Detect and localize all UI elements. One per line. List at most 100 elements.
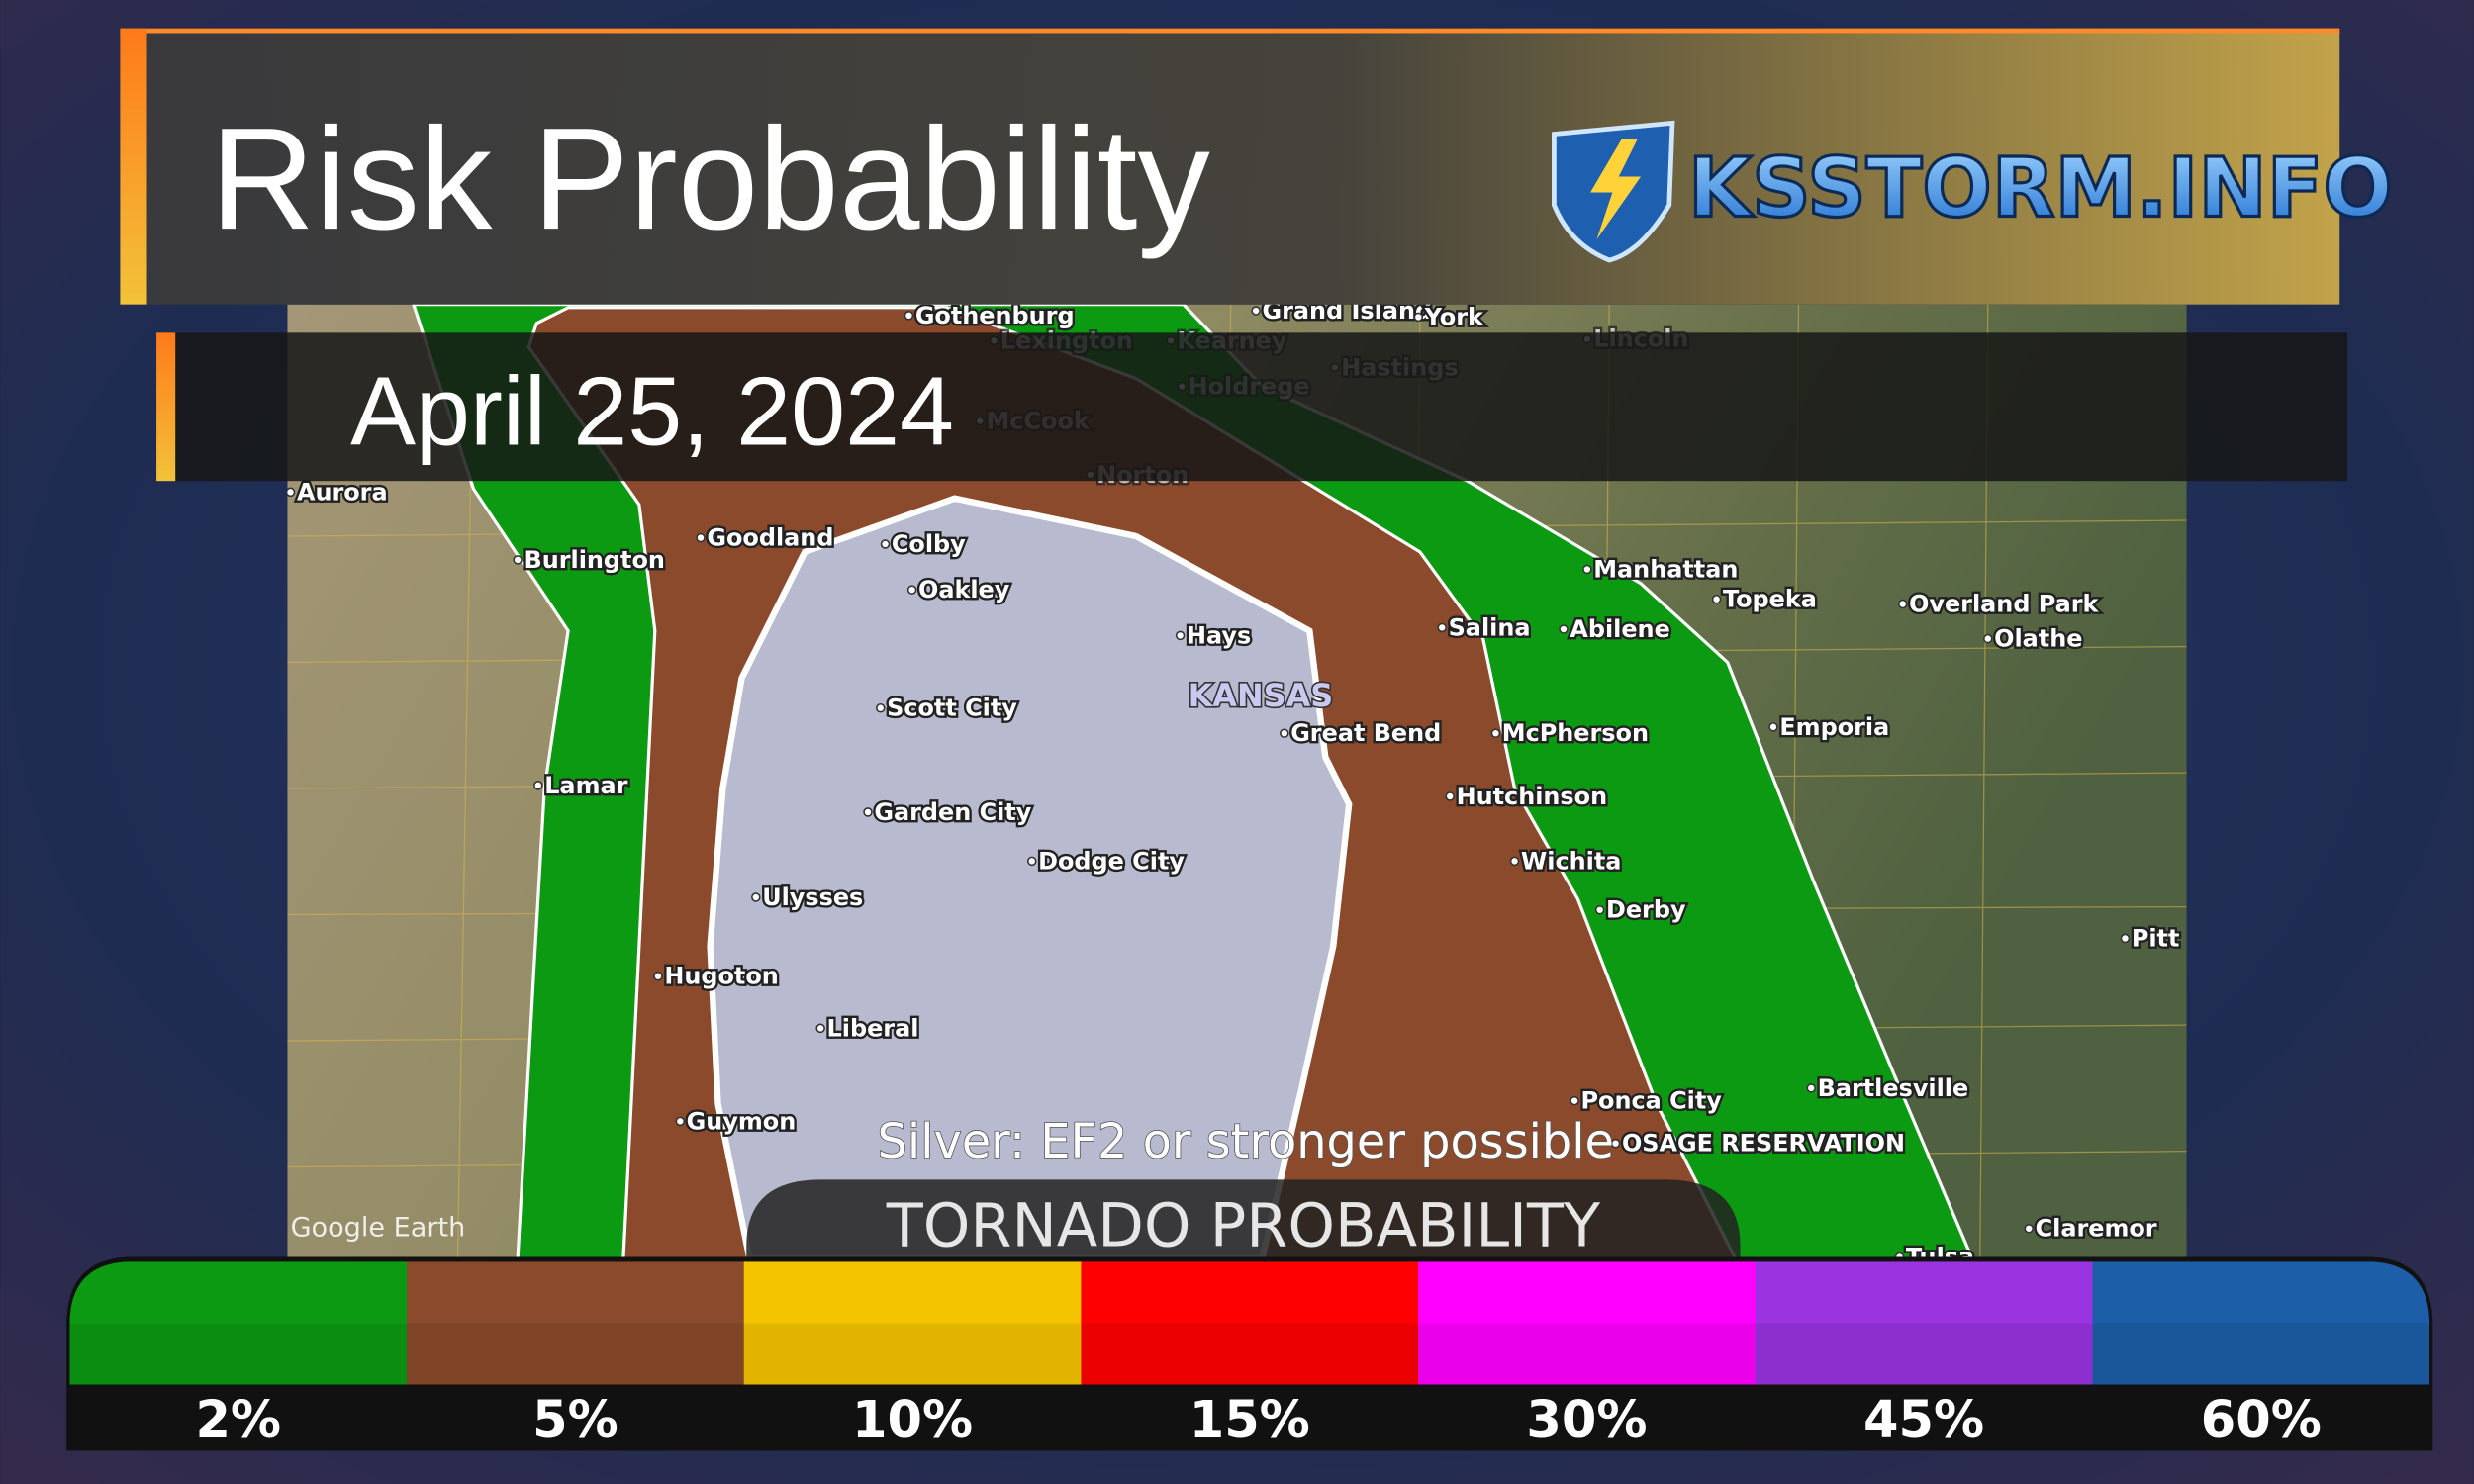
place-dot [1445,791,1455,801]
legend-swatch [69,1261,408,1385]
place-label: Tulsa [1906,1243,1974,1270]
place-label: Burlington [523,546,664,574]
place-dot [1413,312,1424,323]
place-label: Claremor [2036,1215,2157,1243]
place-label: Topeka [1723,586,1817,613]
place-label: Goodland [707,524,833,552]
place-label: Grand Island [1263,297,1433,325]
place-dot [1251,306,1261,316]
legend-swatch [1418,1261,1757,1385]
legend-label: 60% [2201,1391,2322,1449]
place-label: Olathe [1994,625,2082,653]
title-bar [120,28,2340,305]
legend-swatch [1755,1261,2094,1385]
legend-title: TORNADO PROBABILITY [886,1191,1601,1260]
legend-label: 15% [1189,1391,1310,1449]
place-dot [653,971,663,981]
legend-swatch-shade [1081,1323,1419,1385]
place-dot [1768,722,1778,732]
legend-swatch-shade [407,1323,745,1385]
legend-label: 45% [1863,1391,1984,1449]
place-label: Aurora [297,478,388,506]
place-label: Liberal [827,1014,919,1042]
place-label: Emporia [1779,713,1889,741]
place-label: Garden City [874,798,1031,826]
place-dot [1806,1083,1817,1093]
map-credit: Google Earth [291,1213,466,1244]
place-dot [1437,622,1448,633]
place-label: Derby [1606,896,1686,924]
place-dot [1594,904,1605,915]
place-dot [1582,564,1592,575]
place-dot [1711,594,1722,604]
legend-swatch-shade [743,1323,1083,1385]
risk-area-sig [707,495,1353,1259]
note: Silver: EF2 or stronger possible [878,1115,1614,1169]
place-dot [2120,933,2131,944]
legend-tab [746,1179,1741,1262]
state-label: KANSAS [1189,677,1334,714]
legend-label: 5% [532,1391,618,1449]
place-dot [513,555,523,565]
place-dot [696,532,706,543]
place-dot [2024,1223,2034,1234]
title-accent [120,28,147,305]
place-label: Wichita [1521,847,1622,875]
place-label: Ulysses [762,883,863,911]
place-dot [880,539,891,549]
place-dot [287,487,296,498]
place-label: Dodge City [1038,847,1185,875]
date: April 25, 2024 [350,357,954,466]
logo: KSSTORM.INFO [1552,120,2394,263]
place-label: OSAGE RESERVATION [1622,1130,1905,1158]
title: Risk Probability [210,98,1210,260]
place-label: Hutchinson [1457,783,1608,810]
place-dot [533,781,543,790]
place-dot [1175,630,1186,641]
legend-label: 10% [852,1391,973,1449]
place-label: Salina [1449,613,1531,641]
place-dot [1559,624,1569,634]
place-label: Great Bend [1290,719,1441,747]
legend-swatch-shade [1418,1323,1757,1385]
title-bar-edge [120,28,2340,34]
place-label: Scott City [887,695,1017,722]
place-label: Lamar [544,772,627,799]
legend-labels: 2% 5% 10% 15% 30% 45% 60% [195,1391,2321,1449]
date-accent [156,332,176,482]
logo-text: KSSTORM.INFO [1688,139,2393,235]
place-dot [815,1023,825,1034]
place-dot [875,702,886,713]
place-dot [863,807,873,817]
legend-swatch [1081,1261,1419,1385]
place-label: Hugoton [664,963,778,990]
place-dot [1982,633,1993,644]
place-label: Gothenburg [915,302,1075,329]
place-label: Ponca City [1581,1087,1723,1115]
legend-label: 2% [195,1391,281,1449]
place-dot [906,585,917,595]
place-dot [1280,728,1289,739]
legend-swatch-shade [69,1323,408,1385]
place-dot [904,311,914,321]
place-label: Colby [892,530,966,558]
legend-swatch [743,1261,1083,1385]
place-dot [1026,856,1037,867]
place-label: Abilene [1570,615,1669,643]
legend-swatch-shade [1755,1323,2094,1385]
place-label: Guymon [687,1107,797,1135]
date-bar [156,332,2348,482]
legend-swatch [2092,1261,2430,1385]
place-label: Bartlesville [1818,1074,1969,1102]
place-dot [1897,599,1908,609]
place-label: Overland Park [1909,590,2099,617]
place-label: Pitt [2132,924,2180,952]
place-label: York [1424,303,1484,330]
logo-bolt [1590,139,1642,240]
place-dot [751,892,761,902]
legend-swatch-shade [2092,1323,2430,1385]
place-label: Oakley [918,576,1010,603]
place-dot [1610,1138,1621,1149]
